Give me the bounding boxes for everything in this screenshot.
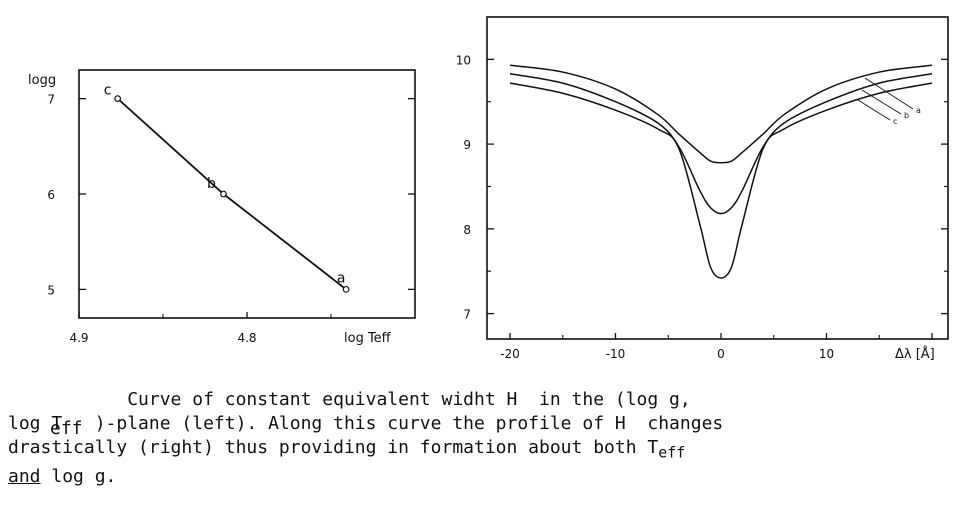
left-point (220, 190, 227, 198)
left-ytick-label: 6 (47, 188, 55, 202)
caption-line-3: drastically (right) thus providing in fo… (8, 436, 958, 465)
right-xtick-label: 0 (717, 347, 725, 361)
right-ytick-label: 9 (463, 138, 471, 152)
right-ytick-label: 8 (463, 223, 471, 237)
profile-curve-b (509, 73, 933, 215)
caption-text-2: log T )-plane (left). Along this curve t… (8, 413, 724, 434)
left-series: c b a (104, 83, 350, 293)
right-ytick-label: 10 (456, 53, 471, 67)
curve-label-a: a (916, 106, 921, 115)
caption-sub-3: eff (658, 443, 686, 462)
curve-label-c: c (893, 117, 897, 126)
right-xtick-label: 10 (819, 347, 834, 361)
right-chart: -20 -10 0 10 7 8 9 10 Δλ [Å] abc (456, 16, 949, 362)
caption-line-2: log T )-plane (left). Along this curve t… (8, 412, 958, 436)
left-point (342, 285, 350, 293)
profile-curve-a (509, 64, 933, 164)
right-xlabel: Δλ [Å] (895, 346, 935, 362)
caption-text-1: Curve of constant equivalent widht H in … (8, 389, 691, 410)
left-ylabel: logg (28, 73, 56, 88)
profile-curve-c (509, 82, 933, 279)
caption-underlined: and (8, 465, 41, 487)
right-ytick-label: 7 (463, 308, 471, 322)
left-chart: 4.9 4.8 5 6 7 logg log Teff c b a (28, 69, 416, 346)
left-ytick-label: 5 (47, 283, 55, 297)
right-xtick-label: -10 (606, 347, 626, 361)
left-xtick-label: 4.8 (237, 331, 256, 345)
caption-text-4: log g. (40, 465, 117, 487)
curve-leader-line (861, 89, 902, 115)
caption-line-4: and log g. (8, 465, 958, 489)
curve-leader-line (864, 77, 914, 110)
caption-text-3: drastically (right) thus providing in fo… (8, 437, 659, 458)
left-point-label: a (337, 270, 346, 286)
left-ticks: 4.9 4.8 5 6 7 (47, 93, 415, 345)
left-point (114, 95, 122, 103)
left-point-label: b (207, 176, 216, 192)
left-xtick-label: 4.9 (69, 331, 88, 345)
curve-leader-line (857, 99, 891, 121)
right-ticks: -20 -10 0 10 7 8 9 10 (456, 53, 948, 361)
left-point-label: c (104, 83, 112, 99)
caption-line-1: Curve of constant equivalent widht H in … (8, 388, 958, 412)
figure-caption: Curve of constant equivalent widht H in … (8, 388, 958, 489)
right-xtick-label: -20 (500, 347, 520, 361)
left-xlabel: log Teff (344, 331, 392, 346)
curve-label-b: b (904, 111, 909, 120)
right-series: abc (509, 64, 933, 279)
caption-sub-2: eff (50, 418, 83, 439)
right-plot-frame (486, 16, 949, 340)
left-ytick-label: 7 (47, 93, 55, 107)
left-plot-frame (78, 69, 416, 319)
left-curve (117, 97, 347, 291)
